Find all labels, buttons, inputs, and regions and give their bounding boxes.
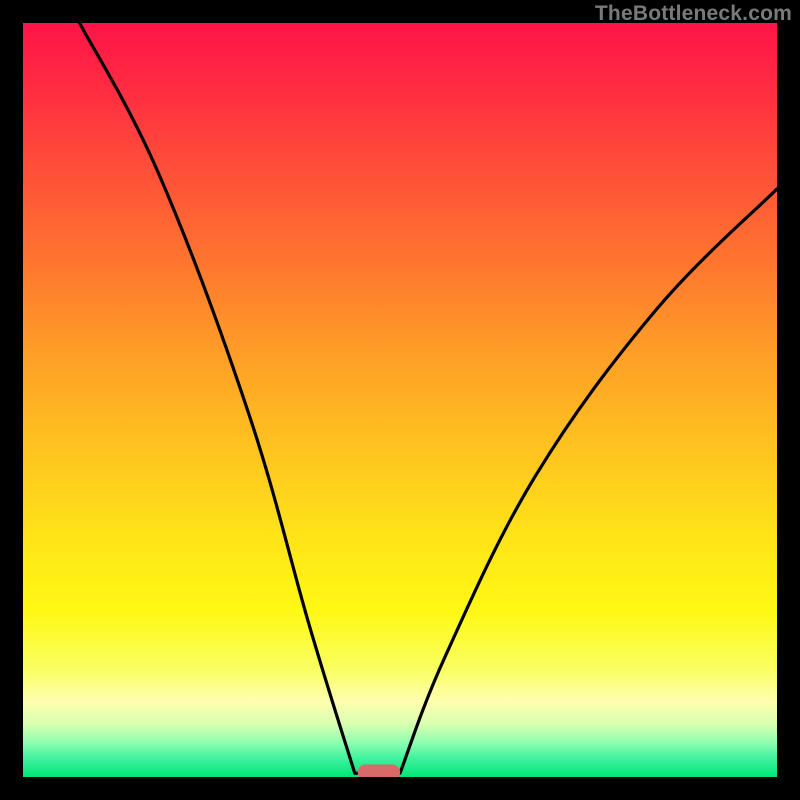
gradient-background (23, 23, 777, 777)
optimal-point-marker (358, 765, 399, 777)
plot-area (23, 23, 777, 777)
chart-frame: TheBottleneck.com (0, 0, 800, 800)
bottleneck-chart-svg (23, 23, 777, 777)
